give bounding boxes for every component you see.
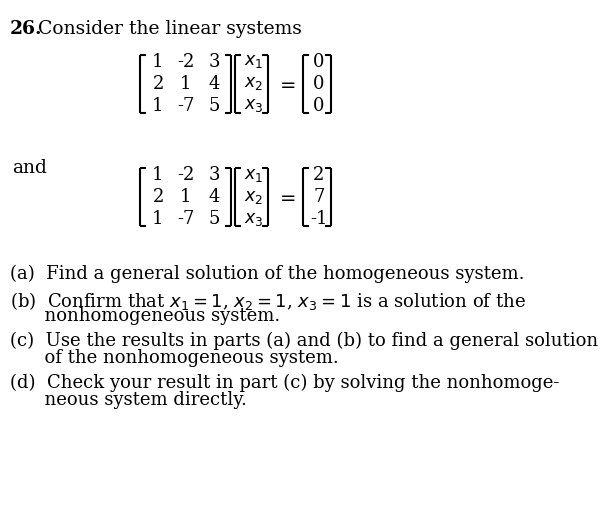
Text: (b)  Confirm that $x_1 = 1$, $x_2 = 1$, $x_3 = 1$ is a solution of the: (b) Confirm that $x_1 = 1$, $x_2 = 1$, $… — [10, 290, 526, 312]
Text: -7: -7 — [178, 97, 194, 115]
Text: $x_3$: $x_3$ — [244, 210, 264, 228]
Text: 0: 0 — [313, 75, 325, 93]
Text: -2: -2 — [178, 166, 194, 184]
Text: $x_1$: $x_1$ — [245, 54, 264, 71]
Text: and: and — [12, 159, 47, 177]
Text: 5: 5 — [208, 210, 220, 228]
Text: 1: 1 — [152, 53, 164, 71]
Text: 1: 1 — [152, 210, 164, 228]
Text: 3: 3 — [208, 53, 220, 71]
Text: 7: 7 — [313, 188, 325, 206]
Text: $x_3$: $x_3$ — [244, 97, 264, 114]
Text: $x_2$: $x_2$ — [245, 189, 263, 206]
Text: 1: 1 — [180, 75, 191, 93]
Text: 2: 2 — [152, 188, 164, 206]
Text: 1: 1 — [152, 166, 164, 184]
Text: of the nonhomogeneous system.: of the nonhomogeneous system. — [10, 349, 339, 367]
Text: 4: 4 — [208, 188, 220, 206]
Text: 2: 2 — [152, 75, 164, 93]
Text: $x_2$: $x_2$ — [245, 75, 263, 93]
Text: 3: 3 — [208, 166, 220, 184]
Text: nonhomogeneous system.: nonhomogeneous system. — [10, 307, 280, 325]
Text: neous system directly.: neous system directly. — [10, 391, 247, 409]
Text: 2: 2 — [313, 166, 325, 184]
Text: 1: 1 — [152, 97, 164, 115]
Text: 26.: 26. — [10, 20, 42, 38]
Text: (a)  Find a general solution of the homogeneous system.: (a) Find a general solution of the homog… — [10, 265, 524, 283]
Text: (c)  Use the results in parts (a) and (b) to find a general solution: (c) Use the results in parts (a) and (b)… — [10, 332, 598, 350]
Text: $x_1$: $x_1$ — [245, 167, 264, 183]
Text: 0: 0 — [313, 97, 325, 115]
Text: 0: 0 — [313, 53, 325, 71]
Text: $=$: $=$ — [276, 75, 296, 93]
Text: (d)  Check your result in part (c) by solving the nonhomoge-: (d) Check your result in part (c) by sol… — [10, 374, 559, 392]
Text: -2: -2 — [178, 53, 194, 71]
Text: -7: -7 — [178, 210, 194, 228]
Text: -1: -1 — [310, 210, 328, 228]
Text: 1: 1 — [180, 188, 191, 206]
Text: Consider the linear systems: Consider the linear systems — [38, 20, 302, 38]
Text: 4: 4 — [208, 75, 220, 93]
Text: $=$: $=$ — [276, 188, 296, 206]
Text: 5: 5 — [208, 97, 220, 115]
